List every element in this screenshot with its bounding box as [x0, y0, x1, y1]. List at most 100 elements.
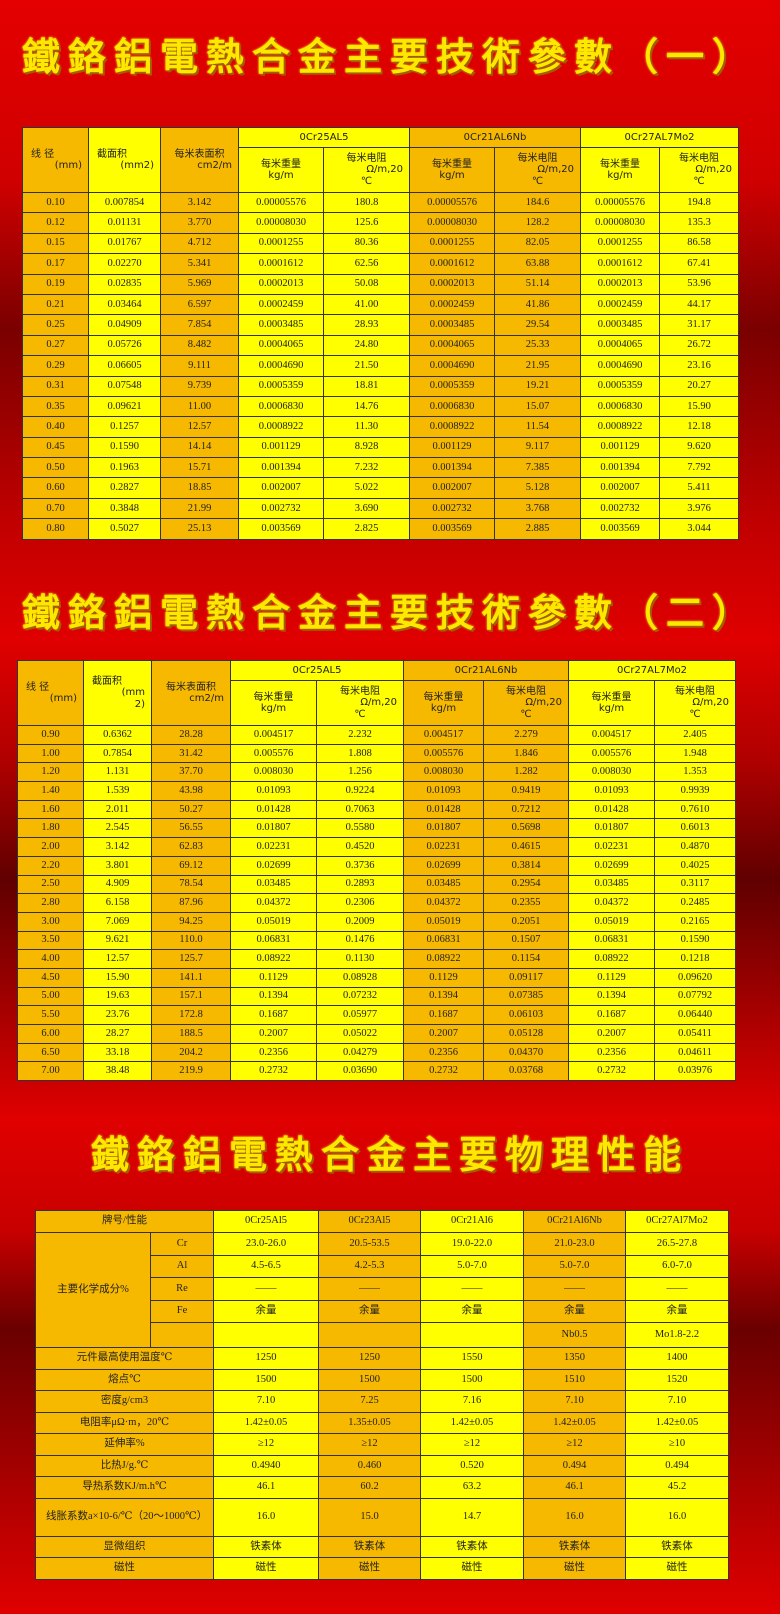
- table-cell: 41.00: [323, 293, 410, 316]
- table-cell: 21.95: [493, 355, 582, 377]
- table-cell: 0.05019: [568, 911, 656, 932]
- property-row: 磁性 磁性 磁性 磁性 磁性 磁性: [34, 1557, 730, 1580]
- table-cell: 0.05977: [316, 1005, 404, 1025]
- table-cell: 28.28: [151, 725, 231, 745]
- table-cell: 0.21: [22, 293, 89, 316]
- table-cell: 0.02699: [568, 855, 656, 876]
- table-cell: 5.969: [160, 273, 239, 295]
- table-cell: 128.2: [493, 212, 582, 234]
- table-cell: 0.09117: [482, 967, 570, 988]
- table-cell: [420, 1322, 525, 1348]
- table-cell: 0.03690: [316, 1061, 404, 1082]
- table-cell: 23.76: [83, 1005, 152, 1025]
- table-cell: 0.02835: [88, 273, 161, 295]
- table-cell: 0.460: [318, 1454, 422, 1477]
- table-cell: 0.07232: [316, 986, 404, 1007]
- table-cell: 0.1129: [403, 967, 484, 988]
- table-cell: 0.002007: [580, 477, 661, 499]
- table-cell: 1.131: [83, 762, 152, 783]
- table-cell: 0.01767: [88, 232, 161, 255]
- table-cell: 7.069: [83, 911, 152, 932]
- alloy-group-header: 0Cr27AL7Mo2: [568, 660, 737, 681]
- table-cell: 6.50: [17, 1042, 84, 1063]
- table-cell: 0.4520: [316, 837, 404, 857]
- table-cell: 0.4025: [654, 855, 737, 876]
- table-cell: 铁素体: [420, 1535, 525, 1558]
- property-label: 延伸率%: [34, 1433, 215, 1456]
- table-cell: 0.3117: [654, 874, 737, 895]
- table-cell: 0.15: [22, 232, 89, 255]
- weight-label: 每米重量: [253, 691, 294, 703]
- diameter-header: 线 径 (mm): [22, 127, 89, 193]
- surface-unit: cm2/m: [197, 160, 232, 171]
- table-cell: 50.27: [151, 799, 231, 820]
- table-cell: 0.6013: [654, 818, 737, 839]
- table-cell: 1350: [523, 1347, 627, 1370]
- table-cell: 1400: [625, 1347, 730, 1370]
- table-cell: 33.18: [83, 1042, 152, 1063]
- table-cell: 0.2485: [654, 893, 737, 913]
- table-cell: 7.854: [160, 314, 239, 336]
- table-cell: 0.4940: [213, 1454, 320, 1477]
- table-cell: 18.81: [323, 375, 410, 397]
- table-cell: 12.57: [83, 949, 152, 969]
- table-cell: 2.405: [654, 725, 737, 745]
- table-cell: 1250: [318, 1347, 422, 1370]
- table-row: 0.45 0.1590 14.14 0.001129 8.928 0.001129 9.11…: [22, 436, 740, 459]
- table-cell: 0.008030: [403, 762, 484, 783]
- weight-unit: kg/m: [268, 170, 294, 181]
- table-cell: 12.18: [659, 416, 740, 438]
- table-cell: 1.35±0.05: [318, 1411, 422, 1434]
- table-cell: 0.03768: [482, 1061, 570, 1082]
- table-cell: 5.0-7.0: [523, 1254, 627, 1278]
- table-cell: 0.05019: [403, 911, 484, 932]
- table-cell: 0.2732: [230, 1061, 317, 1082]
- table-cell: 0.7212: [482, 799, 570, 820]
- table-cell: 0.04370: [482, 1042, 570, 1063]
- table-cell: 141.1: [151, 967, 231, 988]
- table-cell: 0.0001255: [409, 232, 495, 255]
- table-cell: 3.801: [83, 855, 152, 876]
- table-cell: 0.09620: [654, 967, 737, 988]
- grade-header: 0Cr23Al5: [318, 1210, 422, 1233]
- table-cell: 0.2356: [403, 1042, 484, 1063]
- table-cell: 0.0004065: [238, 334, 324, 357]
- table-cell: 0.2954: [482, 874, 570, 895]
- table-cell: 2.885: [493, 518, 582, 540]
- table-cell: 21.50: [323, 355, 410, 377]
- table-cell: 15.71: [160, 457, 239, 479]
- resistance-header: 每米电阻 Ω/m,20 ℃: [482, 680, 570, 726]
- weight-header: 每米重量 kg/m: [409, 147, 495, 193]
- table-cell: 0.0004065: [580, 334, 661, 357]
- table-cell: 磁性: [625, 1557, 730, 1580]
- table-cell: 23.16: [659, 355, 740, 377]
- table-cell: 2.80: [17, 893, 84, 913]
- table-cell: 5.00: [17, 986, 84, 1007]
- table-cell: 0.007854: [88, 191, 161, 214]
- table-cell: 0.0002459: [580, 293, 661, 316]
- table-cell: 0.0008922: [580, 416, 661, 438]
- table-cell: 78.54: [151, 874, 231, 895]
- table-cell: 16.0: [213, 1497, 320, 1537]
- table-cell: 0.01807: [568, 818, 656, 839]
- table-cell: 0.03485: [230, 874, 317, 895]
- table-cell: 5.0-7.0: [420, 1254, 525, 1278]
- table-cell: 4.909: [83, 874, 152, 895]
- table-cell: 0.04372: [230, 893, 317, 913]
- table-cell: Nb0.5: [523, 1322, 627, 1348]
- table-cell: 0.003569: [409, 518, 495, 540]
- table-cell: 24.80: [323, 334, 410, 357]
- table-cell: 0.01093: [568, 781, 656, 801]
- table-cell: 25.13: [160, 518, 239, 540]
- table-cell: 9.111: [160, 355, 239, 377]
- table-cell: 0.1687: [230, 1005, 317, 1025]
- table-cell: 0.004517: [230, 725, 317, 745]
- table-cell: 6.158: [83, 893, 152, 913]
- table-cell: 0.2009: [316, 911, 404, 932]
- weight-unit: kg/m: [260, 703, 287, 714]
- alloy-group-header: 0Cr25AL5: [230, 660, 404, 681]
- table-cell: 2.545: [83, 818, 152, 839]
- table-cell: 25.33: [493, 334, 582, 357]
- resistance-label: 每米电阻: [340, 685, 380, 697]
